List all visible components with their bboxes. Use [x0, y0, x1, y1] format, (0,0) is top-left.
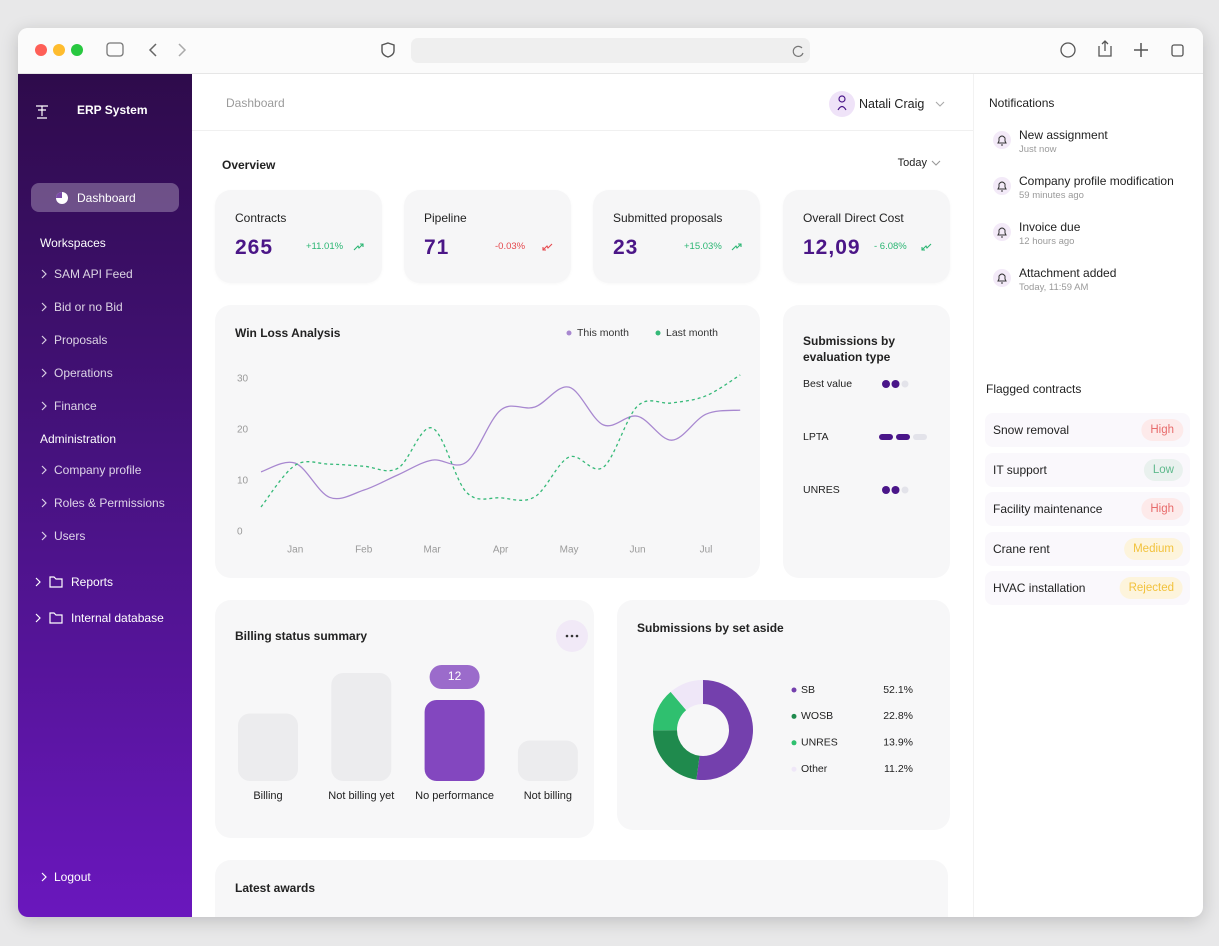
status-tag: High: [1141, 498, 1183, 520]
card: [783, 305, 950, 578]
status-tag: Low: [1143, 458, 1183, 481]
card: [215, 860, 948, 917]
kpi-change: - 6.08%: [874, 241, 907, 252]
nav-item[interactable]: Roles & Permissions: [54, 496, 165, 510]
address-bar[interactable]: [411, 38, 810, 63]
kpi-change: +15.03%: [684, 241, 722, 252]
minimize-button[interactable]: [53, 44, 65, 56]
brand-name: ERP System: [77, 103, 148, 117]
kpi-label: Overall Direct Cost: [803, 211, 904, 225]
contract-name: Facility maintenance: [993, 502, 1103, 516]
kpi-label: Submitted proposals: [613, 211, 723, 225]
notification-title[interactable]: Invoice due: [1019, 220, 1081, 234]
kpi-card: [783, 190, 950, 283]
contract-name: Crane rent: [993, 541, 1050, 556]
sidebar: [18, 74, 192, 917]
nav-item-active[interactable]: [31, 183, 179, 212]
zoom-button[interactable]: [71, 44, 83, 56]
nav-item[interactable]: Proposals: [54, 333, 108, 347]
tabs-icon[interactable]: [1171, 44, 1184, 57]
kpi-label: Contracts: [235, 211, 287, 225]
kpi-card: [593, 190, 760, 283]
status-tag: Medium: [1124, 537, 1183, 560]
kpi-change: -0.03%: [495, 241, 526, 252]
card-title: Latest awards: [235, 881, 316, 895]
nav-item[interactable]: Users: [54, 529, 86, 543]
nav-item[interactable]: SAM API Feed: [54, 267, 133, 281]
status-tag: High: [1141, 419, 1183, 441]
notification-title[interactable]: New assignment: [1019, 128, 1108, 142]
panel-title: Notifications: [989, 96, 1055, 110]
kpi-label: Pipeline: [424, 211, 467, 225]
notification-title[interactable]: Attachment added: [1019, 266, 1117, 280]
nav-label[interactable]: Dashboard: [77, 191, 136, 205]
share-icon[interactable]: [1098, 40, 1112, 57]
sidebar-toggle[interactable]: [106, 42, 124, 57]
kpi-value: 265: [235, 236, 274, 259]
chart-title: Submissions by evaluation type: [803, 334, 896, 364]
right-panel-divider: [973, 74, 974, 917]
kpi-value: 23: [613, 236, 639, 259]
nav-item[interactable]: Finance: [54, 399, 97, 413]
reload-icon[interactable]: [792, 45, 804, 57]
new-tab-icon[interactable]: [1134, 43, 1148, 57]
contract-name: HVAC installation: [993, 581, 1086, 595]
nav-item[interactable]: Operations: [54, 366, 113, 380]
header-divider: [192, 130, 973, 131]
panel-title: Flagged contracts: [986, 382, 1082, 396]
period-select[interactable]: Today: [897, 157, 927, 169]
kpi-card: [404, 190, 571, 283]
notification-time: 12 hours ago: [1019, 236, 1075, 247]
nav-section-title: Workspaces: [40, 236, 106, 250]
browser-window: ERP System Dashboard Workspaces SAM API Fee…: [18, 28, 1203, 917]
notification-title[interactable]: Company profile modification: [1019, 174, 1174, 188]
user-name: Natali Craig: [859, 97, 925, 111]
shield-icon: [381, 42, 395, 58]
chart-title: Win Loss Analysis: [235, 326, 341, 340]
notification-time: Today, 11:59 AM: [1019, 282, 1089, 293]
kpi-card: [215, 190, 382, 283]
downloads-icon[interactable]: [1060, 42, 1076, 58]
notification-time: Just now: [1019, 144, 1057, 155]
card: [215, 305, 760, 578]
app: ERP System Dashboard Workspaces SAM API Fee…: [18, 28, 1203, 917]
kpi-change: +11.01%: [306, 241, 344, 252]
breadcrumb: Dashboard: [226, 96, 285, 110]
section-title: Overview: [222, 158, 276, 172]
chart-title: Submissions by set aside: [637, 621, 784, 635]
nav-section-title: Administration: [40, 432, 117, 446]
nav-item[interactable]: Company profile: [54, 463, 142, 477]
nav-folder[interactable]: Internal database: [71, 611, 164, 625]
nav-item[interactable]: Bid or no Bid: [54, 300, 123, 314]
forward-button[interactable]: [178, 43, 187, 57]
kpi-value: 71: [424, 236, 450, 259]
chart-title: Billing status summary: [235, 629, 368, 643]
logout[interactable]: Logout: [54, 870, 91, 884]
contract-name: IT support: [993, 462, 1047, 477]
kpi-value: 12,09: [803, 236, 861, 259]
back-button[interactable]: [148, 43, 157, 57]
close-button[interactable]: [35, 44, 47, 56]
contract-name: Snow removal: [993, 423, 1070, 437]
browser-toolbar: [18, 28, 1203, 74]
notification-time: 59 minutes ago: [1019, 190, 1084, 201]
status-tag: Rejected: [1119, 577, 1183, 599]
nav-folder[interactable]: Reports: [71, 575, 114, 589]
